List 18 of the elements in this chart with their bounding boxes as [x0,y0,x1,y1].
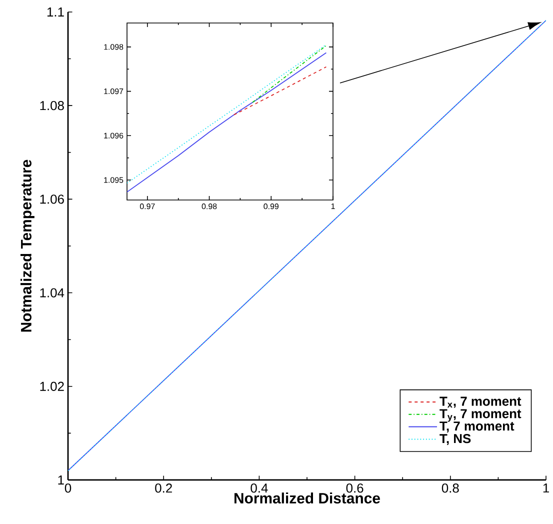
legend-label: T$_{y}$, 7 moment [440,409,522,422]
legend-label: T, 7 moment [440,422,514,433]
x-tick-label: 0.6 [346,484,364,493]
y-tick-label: 1.08 [40,100,64,110]
y-tick-label: 1 [58,476,64,484]
x-tick-label: 0.8 [442,484,459,493]
x-tick-label: 0.2 [155,484,172,493]
y-tick-label: 1.1 [47,8,64,16]
x-tick-label: 1 [543,484,549,492]
x-axis-title: Normalized Distance [234,492,380,504]
y-tick-label: 1.06 [40,194,64,204]
x-tick-label: 0 [64,484,72,493]
y-tick-label: 1.04 [40,288,64,298]
y-axis-title: Notmalized Temperature [20,160,34,332]
x-tick-label: 0.4 [250,484,268,493]
legend-label: T$_{x}$, 7 moment [440,396,522,408]
y-tick-label: 1.02 [40,382,64,391]
legend-label: T, NS [440,434,471,446]
